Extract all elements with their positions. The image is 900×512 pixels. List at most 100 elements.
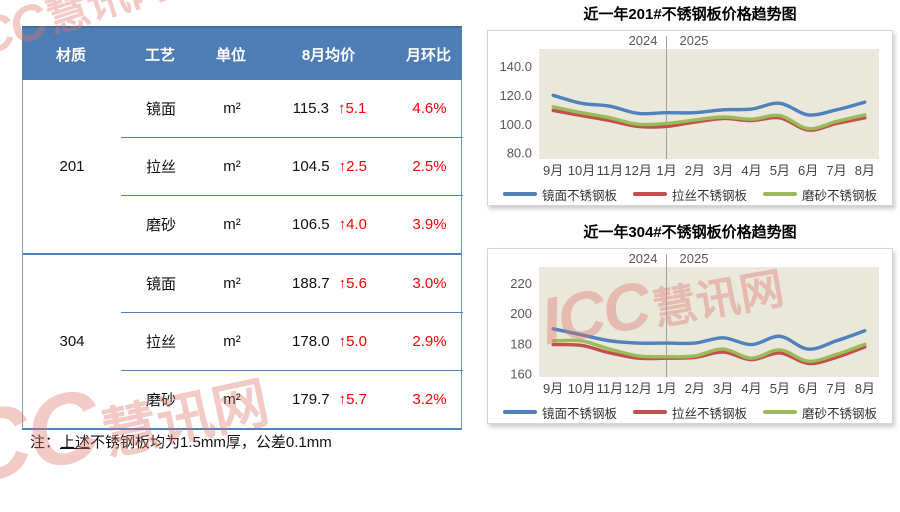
price-change: ↑5.7 xyxy=(338,391,367,408)
year-label-right: 2025 xyxy=(680,33,709,48)
table-row: 镜面 m² 115.3 ↑5.1 4.6% xyxy=(121,80,463,137)
unit-cell: m² xyxy=(223,333,241,350)
chart-box-304: 2024 2025 160 180 200 220 9月 10月 11月 12月 1月 2月 3月 4月 5… xyxy=(487,248,893,424)
legend-swatch xyxy=(632,410,667,414)
unit-cell: m² xyxy=(223,158,241,175)
process-cell: 拉丝 xyxy=(145,159,176,176)
x-tick-label: 11月 xyxy=(597,163,624,178)
footnote-underlined: 上述 xyxy=(60,434,91,451)
x-tick-label: 2月 xyxy=(685,163,705,178)
x-tick-label: 6月 xyxy=(798,163,818,178)
legend-label: 拉丝不锈钢板 xyxy=(671,406,747,421)
x-tick-label: 1月 xyxy=(656,381,676,396)
series-line-磨砂不锈钢板 xyxy=(551,338,867,363)
col-header-process: 工艺 xyxy=(144,46,175,64)
mom-value: 3.0% xyxy=(412,275,447,292)
x-tick-label: 5月 xyxy=(770,163,790,178)
legend-item: 磨砂不锈钢板 xyxy=(763,185,877,204)
mom-value: 4.6% xyxy=(412,100,447,117)
legend-swatch xyxy=(632,192,667,196)
x-tick-label: 12月 xyxy=(624,163,651,178)
footnote-prefix: 注： xyxy=(30,434,61,451)
legend-label: 镜面不锈钢板 xyxy=(541,406,617,421)
price-value: 106.5 xyxy=(292,216,330,233)
series-line-镜面不锈钢板 xyxy=(551,327,867,351)
footnote-rest: 不锈钢板均为1.5mm厚，公差0.1mm xyxy=(90,434,332,451)
year-label-left: 2024 xyxy=(629,33,658,48)
price-change: ↑4.0 xyxy=(338,216,367,233)
table-row: 拉丝 m² 178.0 ↑5.0 2.9% xyxy=(121,312,463,370)
col-header-mom: 月环比 xyxy=(405,46,451,64)
price-value: 115.3 xyxy=(292,100,330,117)
y-tick-label: 80.0 xyxy=(507,146,532,161)
x-tick-label: 3月 xyxy=(713,381,733,396)
x-tick-label: 4月 xyxy=(741,381,761,396)
price-value: 104.5 xyxy=(292,158,330,175)
legend-swatch xyxy=(502,410,537,414)
chart-title-201: 近一年201#不锈钢板价格趋势图 xyxy=(583,6,797,23)
price-value: 179.7 xyxy=(292,391,330,408)
legend-item: 镜面不锈钢板 xyxy=(502,185,617,204)
year-label-right: 2025 xyxy=(680,251,709,266)
price-change: ↑5.1 xyxy=(338,100,367,117)
unit-cell: m² xyxy=(223,275,241,292)
mom-value: 2.5% xyxy=(412,158,447,175)
process-cell: 镜面 xyxy=(145,101,176,118)
x-tick-label: 8月 xyxy=(855,163,875,178)
y-tick-label: 200 xyxy=(510,306,532,321)
process-cell: 拉丝 xyxy=(145,334,176,351)
process-cell: 镜面 xyxy=(145,276,176,293)
y-tick-label: 120.0 xyxy=(499,88,532,103)
price-cell: 179.7 ↑5.7 xyxy=(263,391,396,408)
legend-label: 镜面不锈钢板 xyxy=(541,188,617,203)
y-tick-label: 180 xyxy=(510,336,532,351)
legend-swatch xyxy=(502,192,537,196)
chart-legend-304: 镜面不锈钢板 拉丝不锈钢板 磨砂不锈钢板 xyxy=(491,401,889,423)
x-tick-label: 3月 xyxy=(713,163,733,178)
legend-item: 拉丝不锈钢板 xyxy=(632,185,747,204)
price-cell: 178.0 ↑5.0 xyxy=(263,333,396,350)
charts-panel: 近一年201#不锈钢板价格趋势图 2024 2025 80.0 100.0 120.0 1… xyxy=(487,2,893,424)
price-cell: 115.3 ↑5.1 xyxy=(263,100,396,117)
price-value: 178.0 xyxy=(292,333,330,350)
x-tick-label: 9月 xyxy=(543,163,563,178)
x-tick-label: 6月 xyxy=(798,381,818,396)
footnote: 注：上述不锈钢板均为1.5mm厚，公差0.1mm xyxy=(30,431,332,452)
x-tick-label: 1月 xyxy=(656,163,676,178)
chart-block-201: 近一年201#不锈钢板价格趋势图 2024 2025 80.0 100.0 120.0 1… xyxy=(487,2,893,206)
x-tick-label: 10月 xyxy=(568,163,595,178)
chart-title-304: 近一年304#不锈钢板价格趋势图 xyxy=(583,224,797,241)
legend-item: 镜面不锈钢板 xyxy=(502,403,617,422)
y-tick-label: 100.0 xyxy=(499,117,532,132)
legend-label: 磨砂不锈钢板 xyxy=(802,406,878,421)
x-tick-label: 5月 xyxy=(770,381,790,396)
material-group-201: 201 镜面 m² 115.3 ↑5.1 4.6% 拉丝 m² 104.5 xyxy=(23,80,463,253)
series-line-镜面不锈钢板 xyxy=(551,93,867,117)
process-cell: 磨砂 xyxy=(145,217,176,234)
x-tick-label: 7月 xyxy=(826,163,846,178)
col-header-unit: 单位 xyxy=(215,46,246,64)
material-cell: 304 xyxy=(59,333,85,350)
table-row: 磨砂 m² 106.5 ↑4.0 3.9% xyxy=(121,195,463,253)
x-tick-label: 4月 xyxy=(741,163,761,178)
series-line-磨砂不锈钢板 xyxy=(551,105,867,131)
chart-box-201: 2024 2025 80.0 100.0 120.0 140.0 9月 10月 11月 12月 1月… xyxy=(487,30,893,206)
price-cell: 188.7 ↑5.6 xyxy=(263,275,396,292)
material-cell: 201 xyxy=(59,158,85,175)
legend-item: 拉丝不锈钢板 xyxy=(632,403,747,422)
y-tick-label: 160 xyxy=(510,366,532,381)
x-tick-label: 7月 xyxy=(826,381,846,396)
table-row: 镜面 m² 188.7 ↑5.6 3.0% xyxy=(121,255,463,312)
legend-swatch xyxy=(763,192,797,196)
x-tick-label: 2月 xyxy=(685,381,705,396)
x-tick-label: 9月 xyxy=(543,381,563,396)
mom-value: 2.9% xyxy=(412,333,447,350)
unit-cell: m² xyxy=(223,100,241,117)
table-header-row: 材质 工艺 单位 8月均价 月环比 xyxy=(22,26,462,80)
legend-label: 磨砂不锈钢板 xyxy=(802,188,878,203)
year-label-left: 2024 xyxy=(629,251,658,266)
unit-cell: m² xyxy=(223,216,241,233)
process-cell: 磨砂 xyxy=(145,392,176,409)
series-line-拉丝不锈钢板 xyxy=(551,342,867,366)
